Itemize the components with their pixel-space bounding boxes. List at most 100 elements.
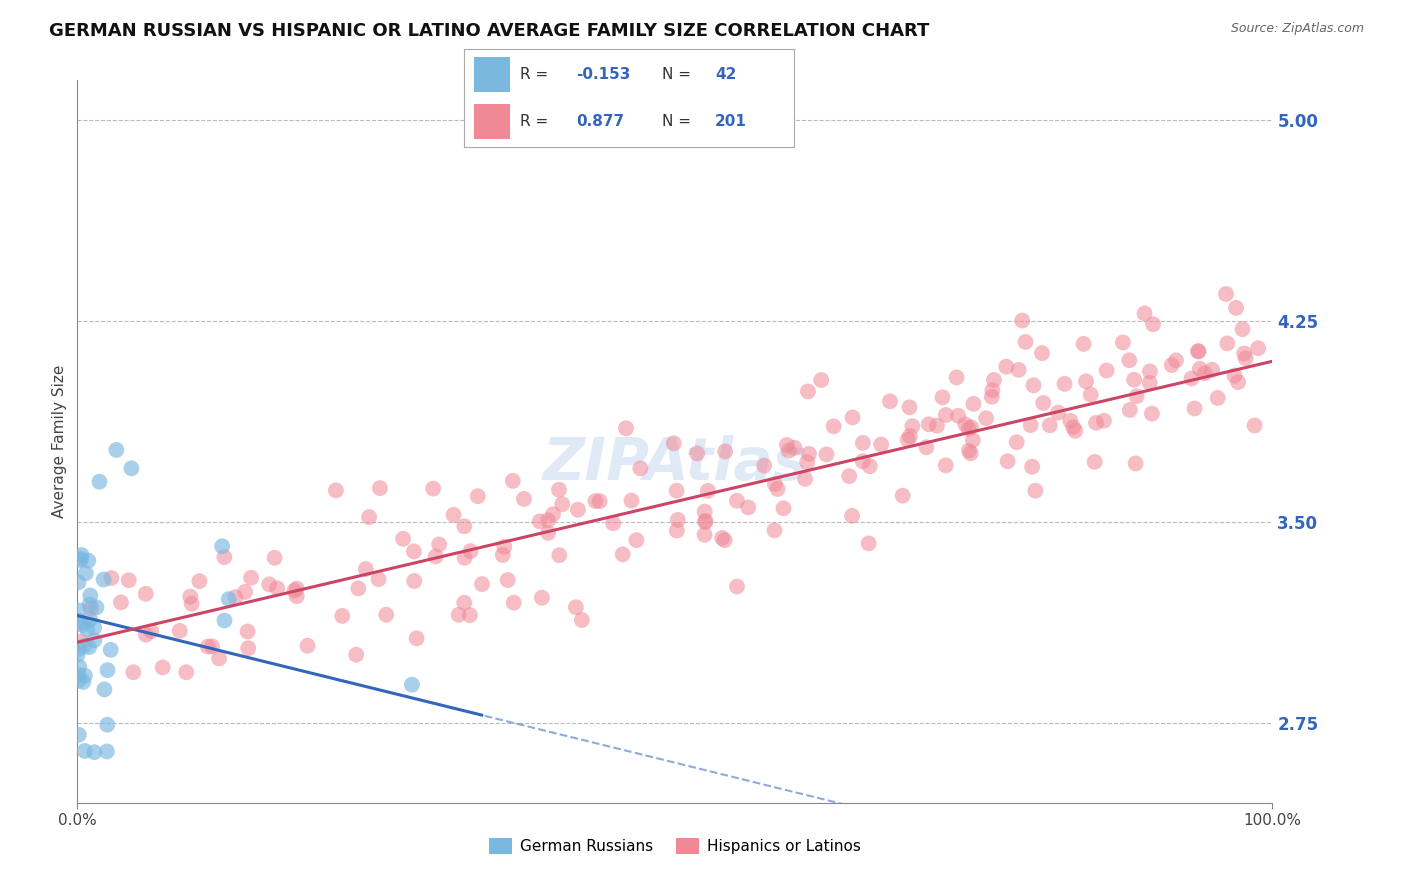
Hispanics or Latinos: [841, 410, 863, 425]
German Russians: [67, 673, 90, 688]
Hispanics or Latinos: [492, 548, 515, 562]
Hispanics or Latinos: [797, 384, 820, 399]
Hispanics or Latinos: [695, 514, 717, 528]
German Russians: [96, 744, 118, 758]
Hispanics or Latinos: [1194, 366, 1216, 380]
Hispanics or Latinos: [662, 436, 685, 450]
Hispanics or Latinos: [197, 640, 219, 654]
Text: GERMAN RUSSIAN VS HISPANIC OR LATINO AVERAGE FAMILY SIZE CORRELATION CHART: GERMAN RUSSIAN VS HISPANIC OR LATINO AVE…: [49, 22, 929, 40]
German Russians: [96, 718, 118, 732]
Hispanics or Latinos: [852, 435, 875, 450]
Hispanics or Latinos: [1019, 418, 1042, 433]
Hispanics or Latinos: [1047, 406, 1070, 420]
German Russians: [214, 614, 236, 628]
Hispanics or Latinos: [1215, 287, 1237, 301]
Hispanics or Latinos: [810, 373, 832, 387]
Hispanics or Latinos: [1201, 363, 1223, 377]
German Russians: [93, 573, 115, 587]
Hispanics or Latinos: [1021, 459, 1043, 474]
Hispanics or Latinos: [1180, 371, 1202, 385]
Hispanics or Latinos: [214, 550, 236, 565]
Hispanics or Latinos: [1092, 414, 1115, 428]
Hispanics or Latinos: [935, 408, 957, 422]
Hispanics or Latinos: [188, 574, 211, 589]
Hispanics or Latinos: [711, 531, 734, 545]
Hispanics or Latinos: [1095, 363, 1118, 377]
German Russians: [105, 442, 128, 457]
Hispanics or Latinos: [602, 516, 624, 531]
Hispanics or Latinos: [135, 587, 157, 601]
Text: Source: ZipAtlas.com: Source: ZipAtlas.com: [1230, 22, 1364, 36]
Hispanics or Latinos: [179, 590, 201, 604]
Hispanics or Latinos: [1014, 334, 1036, 349]
German Russians: [83, 620, 105, 634]
German Russians: [72, 675, 94, 690]
Hispanics or Latinos: [614, 421, 637, 435]
Hispanics or Latinos: [453, 550, 475, 565]
Hispanics or Latinos: [1064, 424, 1087, 438]
Hispanics or Latinos: [891, 489, 914, 503]
Hispanics or Latinos: [997, 454, 1019, 468]
Hispanics or Latinos: [859, 459, 882, 474]
Hispanics or Latinos: [70, 634, 93, 648]
Hispanics or Latinos: [763, 524, 786, 538]
Hispanics or Latinos: [686, 446, 709, 460]
Hispanics or Latinos: [838, 469, 860, 483]
Hispanics or Latinos: [955, 417, 977, 432]
Hispanics or Latinos: [330, 608, 353, 623]
Hispanics or Latinos: [354, 562, 377, 576]
Hispanics or Latinos: [612, 547, 634, 561]
Hispanics or Latinos: [1123, 373, 1146, 387]
German Russians: [67, 603, 90, 617]
Text: 201: 201: [716, 114, 747, 129]
German Russians: [70, 551, 93, 566]
German Russians: [83, 633, 105, 648]
Hispanics or Latinos: [783, 441, 806, 455]
Hispanics or Latinos: [870, 437, 893, 451]
Bar: [474, 57, 510, 92]
Hispanics or Latinos: [823, 419, 845, 434]
Hispanics or Latinos: [1005, 435, 1028, 450]
Hispanics or Latinos: [425, 549, 447, 564]
German Russians: [67, 642, 90, 657]
Hispanics or Latinos: [1112, 335, 1135, 350]
Hispanics or Latinos: [959, 446, 981, 460]
Hispanics or Latinos: [529, 514, 551, 528]
German Russians: [67, 575, 90, 590]
Hispanics or Latinos: [460, 544, 482, 558]
Hispanics or Latinos: [467, 489, 489, 503]
German Russians: [75, 566, 97, 581]
Hispanics or Latinos: [453, 596, 475, 610]
Hispanics or Latinos: [502, 474, 524, 488]
Hispanics or Latinos: [960, 420, 983, 434]
Hispanics or Latinos: [995, 359, 1018, 374]
Hispanics or Latinos: [1227, 375, 1250, 389]
German Russians: [76, 622, 98, 636]
Text: R =: R =: [520, 67, 554, 82]
German Russians: [79, 612, 101, 626]
Hispanics or Latinos: [1011, 313, 1033, 327]
Hispanics or Latinos: [141, 624, 163, 639]
German Russians: [86, 600, 108, 615]
Hispanics or Latinos: [1139, 364, 1161, 378]
Hispanics or Latinos: [174, 665, 197, 680]
German Russians: [120, 461, 142, 475]
Hispanics or Latinos: [135, 628, 157, 642]
Hispanics or Latinos: [1232, 322, 1254, 336]
Hispanics or Latinos: [285, 582, 308, 596]
German Russians: [73, 669, 96, 683]
Hispanics or Latinos: [1062, 420, 1084, 434]
Hispanics or Latinos: [422, 482, 444, 496]
German Russians: [100, 643, 122, 657]
German Russians: [70, 548, 93, 562]
German Russians: [73, 639, 96, 653]
German Russians: [401, 678, 423, 692]
Hispanics or Latinos: [1187, 344, 1209, 359]
Hispanics or Latinos: [1059, 414, 1081, 428]
Hispanics or Latinos: [208, 651, 231, 665]
Hispanics or Latinos: [367, 572, 389, 586]
Hispanics or Latinos: [962, 397, 984, 411]
Hispanics or Latinos: [344, 648, 367, 662]
Hispanics or Latinos: [118, 573, 141, 587]
Hispanics or Latinos: [957, 443, 980, 458]
